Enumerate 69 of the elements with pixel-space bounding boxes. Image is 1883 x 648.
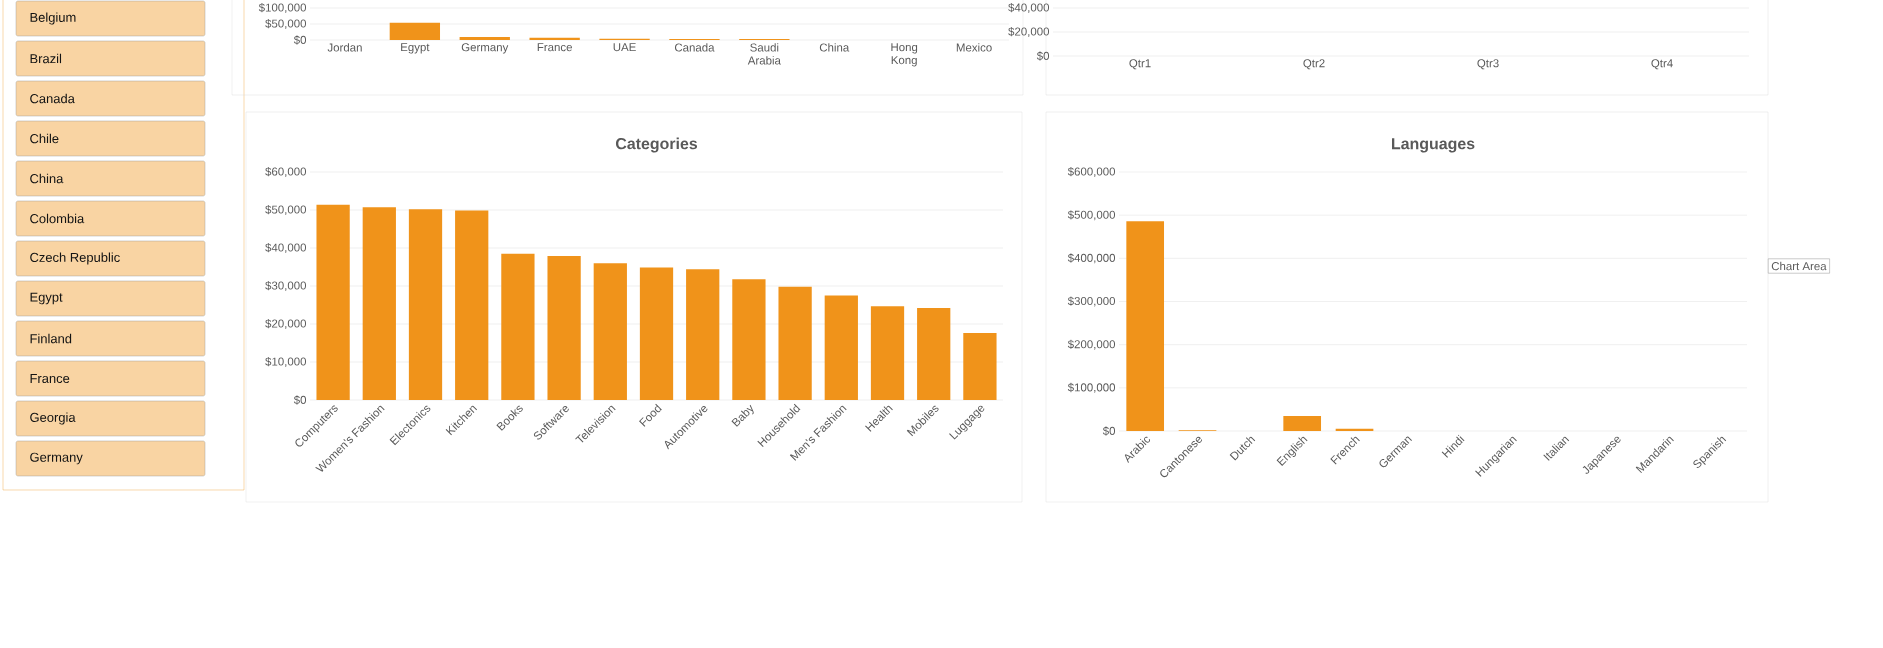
bar xyxy=(408,209,443,400)
bar xyxy=(501,253,535,400)
bar xyxy=(824,295,858,400)
text: Colombia xyxy=(30,213,85,224)
y-tick-label: $40,000 xyxy=(265,243,307,253)
y-tick-label: $20,000 xyxy=(265,319,307,329)
bar xyxy=(870,306,905,400)
y-tick-label: $300,000 xyxy=(1067,296,1116,307)
text: China xyxy=(30,173,64,184)
x-tick-label: France xyxy=(537,43,572,52)
bar xyxy=(1335,428,1374,431)
x-tick-label: Qtr1 xyxy=(1129,59,1151,70)
chart-title: Languages xyxy=(1392,138,1475,153)
x-tick-label: Saudi Arabia xyxy=(747,43,781,65)
text: Finland xyxy=(30,333,72,344)
y-tick-label: $600,000 xyxy=(1067,167,1116,177)
bar xyxy=(732,279,766,400)
y-tick-label: $40,000 xyxy=(1008,3,1050,13)
bar xyxy=(778,286,812,400)
x-tick-label: Egypt xyxy=(401,43,430,54)
bar xyxy=(316,204,350,400)
y-tick-label: $10,000 xyxy=(265,357,307,367)
y-tick-label: $100,000 xyxy=(258,3,307,13)
bar xyxy=(455,210,489,400)
text: Brazil xyxy=(30,53,62,64)
bar xyxy=(389,22,441,40)
y-tick-label: $50,000 xyxy=(265,205,307,215)
text: France xyxy=(30,373,70,384)
text: Egypt xyxy=(30,292,63,305)
bar xyxy=(593,263,627,400)
text: Belgium xyxy=(30,12,76,25)
text: Georgia xyxy=(30,412,76,425)
text: Canada xyxy=(30,93,75,104)
bar xyxy=(686,269,720,400)
bar xyxy=(1126,221,1165,431)
x-tick-label: Mexico xyxy=(956,43,992,52)
x-tick-label: Qtr3 xyxy=(1477,59,1499,70)
y-tick-label: $30,000 xyxy=(265,281,307,291)
x-tick-label: Hong Kong xyxy=(891,43,918,67)
text: Chart Area xyxy=(1771,261,1827,271)
y-tick-label: $0 xyxy=(1102,426,1116,436)
y-tick-label: $0 xyxy=(1036,51,1050,61)
y-tick-label: $100,000 xyxy=(1067,382,1116,393)
text: Chile xyxy=(30,133,59,144)
y-tick-label: $0 xyxy=(293,35,307,45)
bar xyxy=(459,37,510,40)
x-tick-label: Germany xyxy=(461,43,509,54)
y-tick-label: $60,000 xyxy=(265,167,307,177)
bar xyxy=(1283,415,1322,431)
x-tick-label: Canada xyxy=(674,43,715,52)
x-tick-label: Jordan xyxy=(327,43,362,52)
bar xyxy=(547,255,581,400)
y-tick-label: $0 xyxy=(293,395,307,405)
chart-title: Categories xyxy=(615,137,698,153)
y-tick-label: $400,000 xyxy=(1067,253,1116,264)
y-tick-label: $20,000 xyxy=(1008,27,1050,37)
bar xyxy=(529,37,580,40)
x-tick-label: UAE xyxy=(613,43,636,52)
text: Czech Republic xyxy=(30,252,120,265)
x-tick-label: China xyxy=(819,43,850,52)
bar xyxy=(963,333,997,400)
y-tick-label: $50,000 xyxy=(265,19,307,29)
bar xyxy=(639,267,674,400)
bar xyxy=(362,207,396,400)
y-tick-label: $500,000 xyxy=(1067,210,1116,221)
y-tick-label: $200,000 xyxy=(1067,339,1116,350)
x-tick-label: Qtr2 xyxy=(1303,59,1325,70)
bar xyxy=(917,308,951,400)
x-tick-label: Qtr4 xyxy=(1651,59,1673,70)
